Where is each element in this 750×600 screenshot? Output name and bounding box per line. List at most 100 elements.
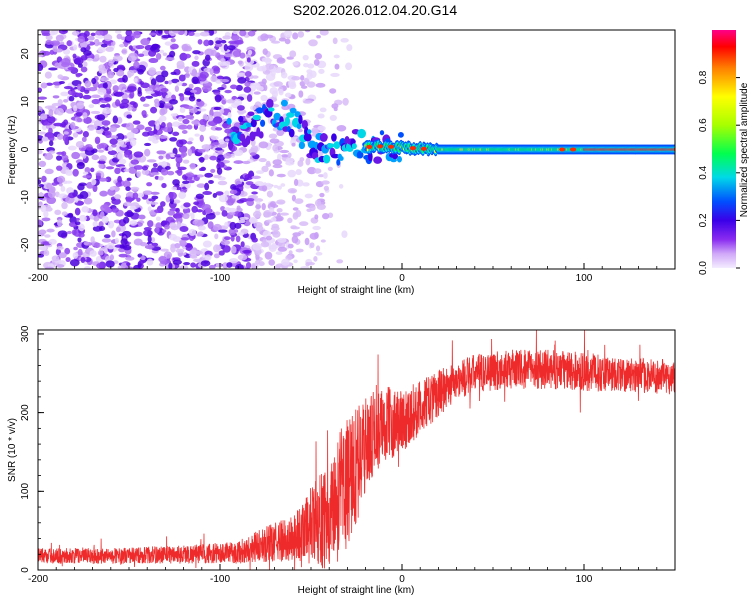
spectrogram-noise-blob: [183, 202, 191, 208]
spectrogram-noise-blob: [66, 230, 72, 235]
spectrogram-noise-blob: [251, 75, 259, 79]
spectrogram-noise-blob: [197, 39, 203, 45]
spectrogram-noise-blob: [225, 138, 230, 142]
spectrogram-noise-blob: [216, 167, 223, 175]
spectrogram-x-tick-label: 100: [576, 273, 593, 284]
spectrogram-noise-blob: [102, 82, 108, 89]
spectrogram-noise-blob: [313, 256, 318, 262]
spectrogram-noise-blob: [38, 87, 43, 93]
spectrogram-noise-blob: [291, 235, 299, 244]
spectrogram-noise-blob: [255, 170, 265, 175]
spectrogram-noise-blob: [213, 106, 222, 111]
spectrogram-noise-blob: [181, 43, 189, 52]
spectrogram-noise-blob: [148, 135, 157, 142]
spectrogram-hot-spot: [570, 147, 577, 152]
snr-x-label: Height of straight line (km): [298, 585, 415, 596]
spectrogram-hot-spot: [366, 144, 373, 149]
spectrogram-noise-blob: [236, 72, 247, 77]
spectrogram-noise-blob: [149, 46, 157, 51]
spectrogram-noise-blob: [117, 152, 124, 160]
spectrogram-noise-blob: [323, 185, 329, 191]
spectrogram-noise-blob: [191, 205, 198, 213]
spectrogram-noise-blob: [280, 183, 286, 187]
spectrogram-noise-blob: [38, 160, 47, 168]
spectrogram-noise-blob: [114, 30, 122, 34]
spectrogram-noise-blob: [232, 30, 240, 35]
spectrogram-noise-blob: [64, 180, 73, 184]
spectrogram-noise-blob: [80, 47, 87, 53]
spectrogram-noise-blob: [340, 37, 349, 43]
spectrogram-noise-blob: [215, 127, 223, 131]
spectrogram-noise-blob: [151, 237, 156, 243]
spectrogram-noise-blob: [264, 63, 275, 70]
spectrogram-noise-blob: [260, 241, 270, 248]
spectrogram-noise-blob: [70, 121, 76, 130]
spectrogram-noise-blob: [220, 39, 227, 44]
spectrogram-noise-blob: [193, 258, 203, 263]
spectrogram-noise-blob: [68, 95, 75, 102]
spectrogram-noise-blob: [244, 71, 252, 78]
spectrogram-noise-blob: [277, 241, 286, 249]
spectrogram-noise-blob: [158, 102, 165, 109]
spectrogram-noise-blob: [57, 230, 68, 238]
spectrogram-noise-blob: [222, 61, 231, 66]
spectrogram-noise-blob: [252, 242, 262, 251]
spectrogram-noise-blob: [252, 210, 262, 218]
spectrogram-noise-blob: [224, 236, 231, 241]
spectrogram-noise-blob: [38, 96, 48, 100]
spectrogram-noise-blob: [167, 80, 173, 85]
spectrogram-noise-blob: [304, 237, 310, 246]
spectrogram-noise-blob: [166, 170, 175, 176]
spectrogram-noise-blob: [176, 221, 181, 229]
spectrogram-noise-blob: [190, 262, 196, 268]
spectrogram-noise-blob: [242, 160, 251, 165]
spectrogram-noise-blob: [160, 122, 166, 129]
spectrogram-noise-blob: [262, 48, 268, 55]
spectrogram-noise-blob: [156, 150, 167, 155]
spectrogram-noise-blob: [99, 77, 110, 82]
spectrogram-noise-blob: [65, 257, 71, 263]
spectrogram-signal-blob: [397, 132, 404, 138]
spectrogram-noise-blob: [79, 214, 87, 222]
spectrogram-noise-blob: [122, 74, 128, 83]
spectrogram-noise-blob: [154, 175, 160, 180]
spectrogram-noise-blob: [61, 121, 67, 128]
spectrogram-noise-blob: [57, 74, 64, 80]
spectrogram-noise-blob: [94, 242, 100, 249]
spectrogram-noise-blob: [95, 172, 102, 177]
spectrogram-noise-blob: [186, 124, 193, 130]
spectrogram-noise-blob: [287, 217, 293, 224]
spectrogram-noise-blob: [210, 168, 216, 173]
spectrogram-noise-blob: [175, 207, 180, 213]
spectrogram-signal-blob: [238, 115, 244, 123]
spectrogram-noise-blob: [61, 151, 67, 156]
spectrogram-noise-blob: [56, 133, 64, 140]
spectrogram-noise-blob: [150, 191, 160, 195]
spectrogram-noise-blob: [304, 30, 311, 33]
spectrogram-noise-blob: [58, 193, 68, 199]
spectrogram-noise-blob: [150, 172, 160, 176]
spectrogram-noise-blob: [73, 246, 78, 251]
snr-y-tick-label: 100: [20, 483, 31, 500]
spectrogram-noise-blob: [103, 34, 113, 42]
spectrogram-noise-blob: [293, 259, 298, 264]
spectrogram-noise-blob: [104, 97, 112, 102]
spectrogram-noise-blob: [172, 199, 181, 204]
spectrogram-noise-blob: [144, 126, 153, 132]
spectrogram-noise-blob: [193, 201, 200, 205]
spectrogram-noise-blob: [133, 238, 143, 246]
spectrogram-noise-blob: [110, 135, 118, 139]
spectrogram-noise-blob: [235, 84, 243, 91]
spectrogram-noise-blob: [233, 39, 244, 45]
snr-x-tick-label: -100: [210, 574, 230, 585]
spectrogram-noise-blob: [196, 98, 202, 102]
spectrogram-noise-blob: [281, 154, 289, 158]
spectrogram-noise-blob: [256, 86, 264, 91]
spectrogram-noise-blob: [96, 175, 101, 180]
spectrogram-noise-blob: [115, 182, 122, 187]
spectrogram-noise-blob: [158, 176, 164, 181]
spectrogram-noise-blob: [336, 259, 344, 264]
spectrogram-y-tick-label: 0: [20, 146, 31, 152]
spectrogram-noise-blob: [48, 109, 54, 117]
